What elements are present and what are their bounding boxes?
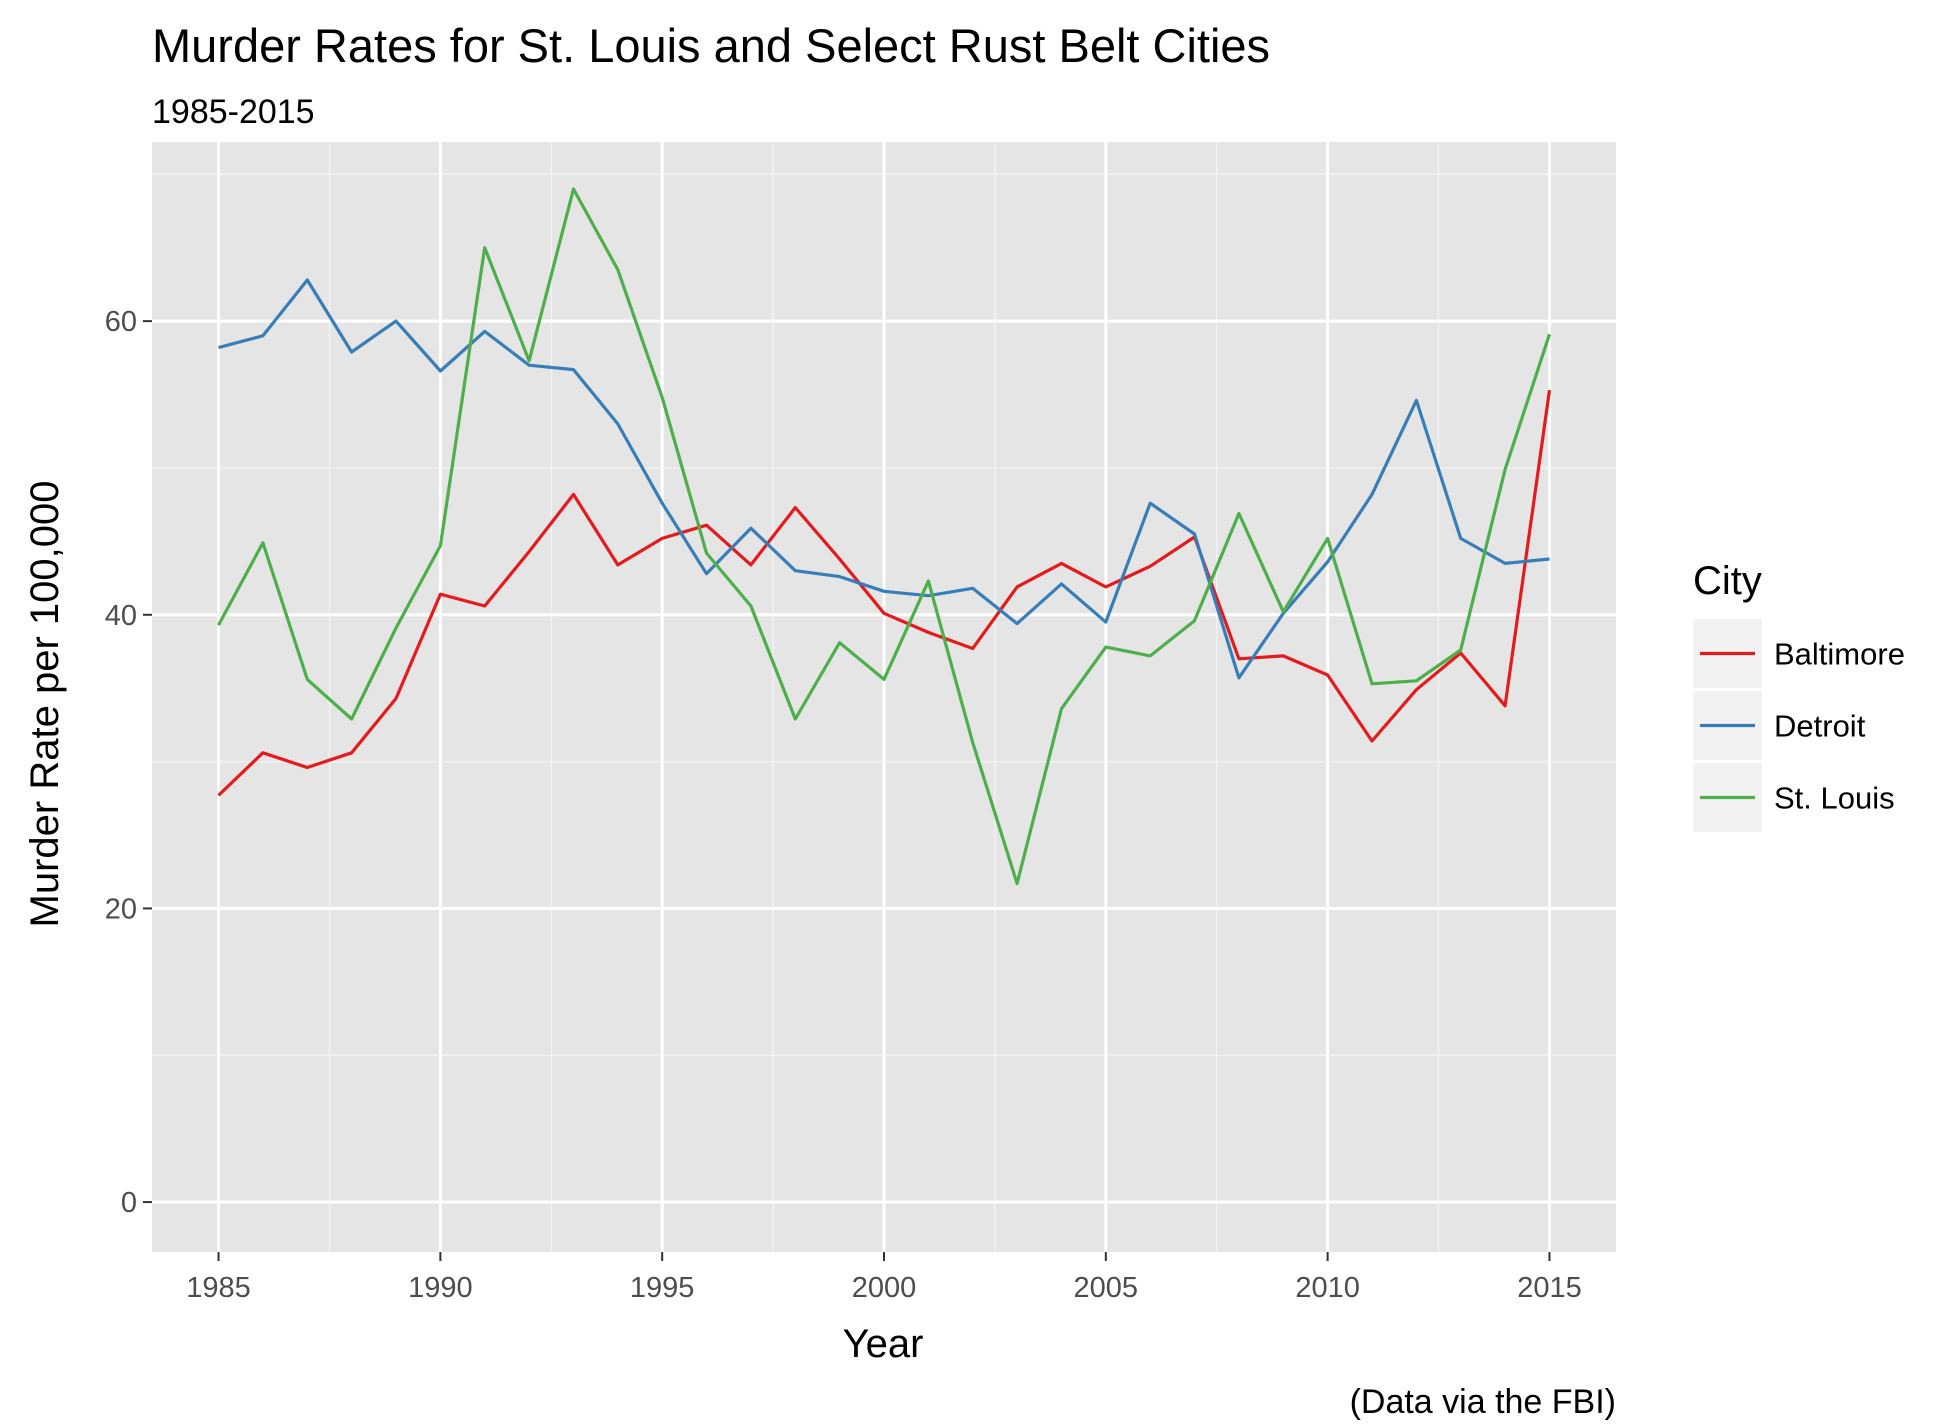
legend-label-baltimore: Baltimore xyxy=(1774,637,1905,672)
x-tick-label: 2015 xyxy=(1517,1272,1582,1304)
legend-label-detroit: Detroit xyxy=(1774,709,1866,744)
y-axis-title: Murder Rate per 100,000 xyxy=(23,481,67,928)
x-tick-label: 1995 xyxy=(630,1272,695,1304)
x-tick-label: 1990 xyxy=(408,1272,473,1304)
chart-subtitle: 1985-2015 xyxy=(152,93,315,131)
x-axis-title: Year xyxy=(843,1322,924,1366)
y-axis: 0 20 40 60 xyxy=(105,306,152,1219)
y-tick-label: 40 xyxy=(105,600,137,632)
series-line-baltimore xyxy=(217,389,1552,797)
x-tick-label: 2000 xyxy=(852,1272,917,1304)
x-tick-label: 2010 xyxy=(1295,1272,1360,1304)
y-tick-label: 20 xyxy=(105,893,137,925)
x-axis: 1985 1990 1995 2000 2005 2010 2015 xyxy=(186,1252,1582,1304)
series-lines xyxy=(217,187,1552,886)
legend-title: City xyxy=(1693,559,1762,603)
y-tick-label: 0 xyxy=(121,1187,137,1219)
chart-title: Murder Rates for St. Louis and Select Ru… xyxy=(152,19,1270,72)
y-tick-label: 60 xyxy=(105,306,137,338)
x-tick-label: 1985 xyxy=(186,1272,251,1304)
x-tick-label: 2005 xyxy=(1074,1272,1139,1304)
series-line-detroit xyxy=(218,278,1550,680)
chart-caption: (Data via the FBI) xyxy=(1350,1383,1616,1421)
legend: City Baltimore Detroit St. Louis xyxy=(1693,559,1905,832)
series-line-st-louis xyxy=(217,187,1552,886)
legend-label-st-louis: St. Louis xyxy=(1774,781,1895,816)
